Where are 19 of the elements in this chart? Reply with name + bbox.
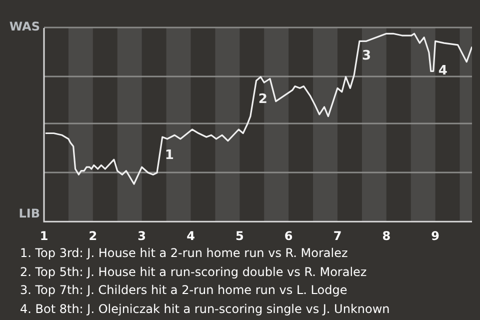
text: 4. Bot 8th: J. Olejniczak hit a run-scoring single vs J. Unknown (20, 300, 391, 318)
annotation: 1 (164, 148, 174, 164)
x-tick-label: 6 (284, 228, 293, 243)
annotation: 4 (438, 64, 448, 79)
x-tick-label: 7 (333, 228, 342, 243)
x-tick-label: 8 (382, 228, 391, 243)
text: 1. Top 3rd: J. House hit a 2-run home run vs R. Moralez (20, 245, 349, 262)
annotation: 3 (362, 48, 372, 64)
x-tick-label: 2 (88, 228, 98, 243)
x-tick-label: 9 (431, 228, 440, 243)
x-tick-label: 5 (235, 228, 244, 243)
y-axis-title: LIB (18, 206, 40, 221)
x-tick-label: 1 (40, 228, 48, 243)
ref-line-label: WAS (9, 20, 40, 34)
annotation: 2 (258, 92, 268, 107)
text: 3. Top 7th: J. Childers hit a 2-run home run vs L. Lodge (20, 282, 348, 299)
text: 2. Top 5th: J. House hit a run-scoring double vs R. Moralez (20, 264, 368, 280)
x-tick-label: 3 (138, 228, 146, 243)
x-tick-label: 4 (186, 228, 195, 243)
